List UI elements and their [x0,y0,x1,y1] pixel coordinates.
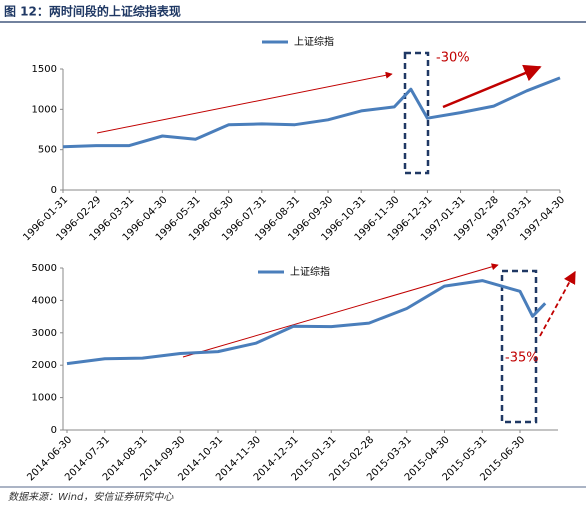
annotation: -35% [505,351,539,366]
series-line [66,279,547,366]
y-tick-label: 0 [51,185,57,196]
legend-label: 上证综指 [294,35,334,48]
drop-box [500,269,538,424]
y-tick-label: 0 [51,425,57,436]
y-tick-label: 5000 [32,263,57,274]
y-tick-label: 4000 [32,295,57,306]
y-tick-label: 1000 [32,104,57,115]
drop-box [403,51,430,175]
series-line [62,76,561,149]
source: 数据来源：Wind，安信证券研究中心 [8,491,174,503]
y-tick-label: 3000 [32,328,57,339]
y-tick-label: 1500 [32,64,57,75]
legend-label: 上证综指 [290,265,330,278]
y-tick-label: 2000 [32,360,57,371]
rise-arrow [442,64,542,109]
annotation: -30% [436,51,470,66]
trend-arrow [96,71,393,134]
rise-arrow [539,270,576,337]
y-tick-label: 1000 [32,393,57,404]
trend-arrow [182,263,499,358]
figure-title: 图 12：两时间段的上证综指表现 [4,4,181,19]
y-tick-label: 500 [38,145,57,156]
